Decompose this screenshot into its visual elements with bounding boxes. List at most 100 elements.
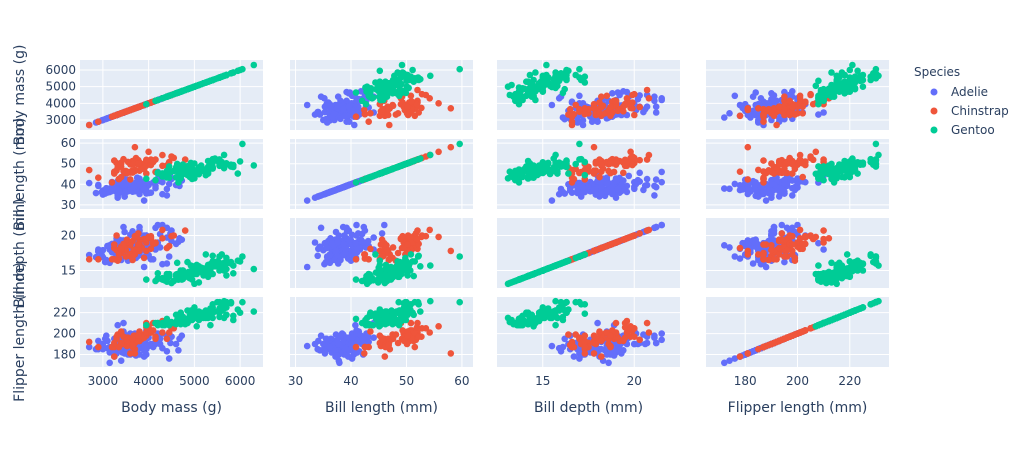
point-gentoo bbox=[381, 271, 389, 279]
point-adelie bbox=[603, 180, 611, 187]
point-gentoo bbox=[381, 79, 389, 86]
point-chinstrap bbox=[765, 105, 772, 113]
point-gentoo bbox=[563, 75, 570, 82]
point-chinstrap bbox=[781, 105, 788, 113]
point-gentoo bbox=[820, 170, 827, 178]
point-adelie bbox=[585, 183, 592, 190]
point-adelie bbox=[636, 92, 643, 99]
point-chinstrap bbox=[598, 353, 605, 360]
point-gentoo bbox=[163, 274, 171, 282]
point-chinstrap bbox=[407, 234, 414, 241]
point-gentoo bbox=[154, 96, 162, 104]
point-gentoo bbox=[143, 321, 150, 329]
legend-item-adelie[interactable]: Adelie bbox=[930, 85, 989, 99]
point-adelie bbox=[590, 186, 598, 194]
point-adelie bbox=[557, 348, 565, 355]
point-gentoo bbox=[352, 179, 360, 186]
point-gentoo bbox=[209, 252, 216, 260]
point-chinstrap bbox=[415, 333, 423, 341]
point-adelie bbox=[752, 181, 759, 189]
point-chinstrap bbox=[799, 103, 806, 110]
point-adelie bbox=[326, 100, 334, 108]
point-gentoo bbox=[830, 276, 838, 283]
point-adelie bbox=[165, 355, 173, 362]
point-adelie bbox=[303, 197, 311, 204]
point-gentoo bbox=[561, 85, 568, 93]
point-gentoo bbox=[539, 306, 547, 313]
point-gentoo bbox=[185, 268, 192, 276]
point-gentoo bbox=[851, 307, 859, 314]
point-gentoo bbox=[856, 77, 864, 85]
point-adelie bbox=[781, 258, 788, 266]
point-gentoo bbox=[828, 160, 835, 168]
point-chinstrap bbox=[123, 236, 131, 243]
point-chinstrap bbox=[447, 350, 455, 357]
point-chinstrap bbox=[111, 255, 118, 263]
point-adelie bbox=[815, 111, 822, 118]
point-adelie bbox=[652, 339, 660, 347]
point-gentoo bbox=[859, 83, 867, 90]
point-chinstrap bbox=[799, 160, 806, 167]
point-gentoo bbox=[508, 316, 515, 324]
point-adelie bbox=[640, 331, 647, 338]
point-chinstrap bbox=[159, 329, 166, 336]
point-chinstrap bbox=[620, 108, 627, 115]
point-chinstrap bbox=[636, 336, 643, 344]
point-chinstrap bbox=[581, 343, 589, 351]
x-axis-title-bill_depth: Bill depth (mm) bbox=[534, 400, 643, 416]
point-adelie bbox=[357, 88, 365, 95]
point-gentoo bbox=[841, 71, 848, 79]
point-gentoo bbox=[508, 279, 515, 286]
point-chinstrap bbox=[612, 98, 620, 105]
point-gentoo bbox=[395, 70, 403, 77]
point-gentoo bbox=[854, 67, 861, 75]
point-adelie bbox=[726, 244, 733, 251]
point-chinstrap bbox=[135, 332, 142, 340]
point-adelie bbox=[136, 190, 143, 198]
point-adelie bbox=[114, 321, 121, 329]
point-chinstrap bbox=[120, 155, 127, 163]
point-adelie bbox=[548, 101, 556, 109]
point-chinstrap bbox=[361, 343, 369, 351]
point-gentoo bbox=[352, 276, 360, 283]
point-adelie bbox=[651, 192, 658, 199]
point-gentoo bbox=[202, 314, 210, 322]
point-chinstrap bbox=[736, 168, 744, 175]
point-gentoo bbox=[521, 274, 528, 281]
point-chinstrap bbox=[361, 251, 369, 258]
point-gentoo bbox=[405, 73, 413, 80]
y-tick-label: 15 bbox=[61, 264, 76, 278]
point-gentoo bbox=[867, 252, 874, 260]
point-gentoo bbox=[456, 298, 464, 306]
point-chinstrap bbox=[598, 161, 605, 168]
point-gentoo bbox=[173, 160, 181, 168]
legend-label: Adelie bbox=[951, 85, 988, 99]
point-gentoo bbox=[543, 61, 550, 69]
point-adelie bbox=[352, 321, 359, 329]
legend-item-gentoo[interactable]: Gentoo bbox=[930, 123, 995, 137]
point-gentoo bbox=[846, 66, 854, 74]
point-gentoo bbox=[552, 159, 559, 167]
point-gentoo bbox=[577, 155, 585, 163]
point-adelie bbox=[95, 181, 102, 189]
point-adelie bbox=[320, 116, 327, 124]
point-chinstrap bbox=[614, 334, 622, 342]
point-adelie bbox=[570, 353, 578, 360]
point-chinstrap bbox=[135, 241, 142, 248]
point-gentoo bbox=[838, 262, 846, 269]
point-gentoo bbox=[415, 252, 423, 260]
point-gentoo bbox=[178, 315, 186, 323]
point-adelie bbox=[163, 185, 171, 193]
point-adelie bbox=[631, 340, 638, 348]
point-gentoo bbox=[427, 297, 434, 305]
point-chinstrap bbox=[159, 162, 166, 170]
point-adelie bbox=[346, 118, 353, 125]
point-chinstrap bbox=[566, 341, 574, 349]
y-axis-title-bill_depth: Bill depth (mm) bbox=[12, 198, 28, 307]
point-chinstrap bbox=[115, 251, 123, 258]
point-chinstrap bbox=[770, 105, 778, 112]
point-gentoo bbox=[184, 162, 191, 170]
point-chinstrap bbox=[773, 121, 780, 129]
legend-item-chinstrap[interactable]: Chinstrap bbox=[930, 104, 1009, 118]
point-adelie bbox=[721, 359, 728, 367]
